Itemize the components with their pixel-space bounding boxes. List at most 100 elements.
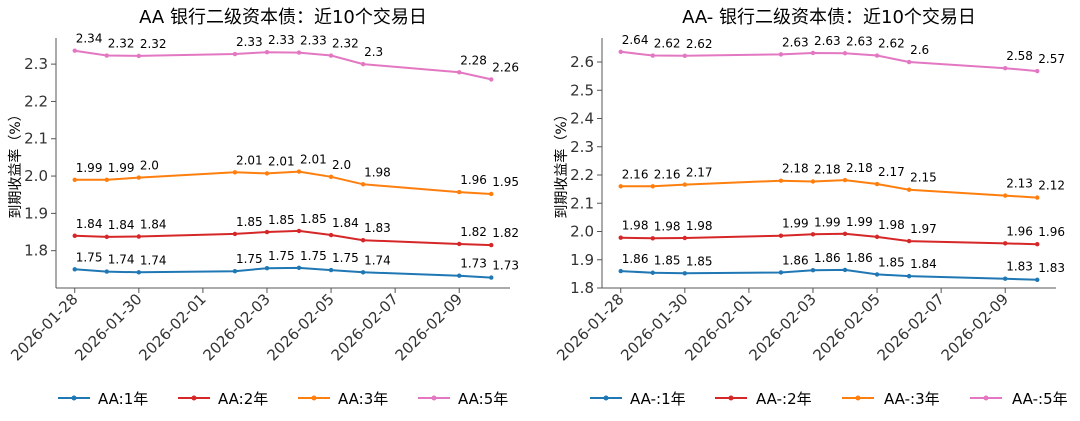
data-label: 2.0 xyxy=(140,159,159,173)
data-label: 2.18 xyxy=(846,161,873,175)
data-point xyxy=(810,232,816,237)
data-point xyxy=(489,242,494,248)
legend-label: AA-:1年 xyxy=(630,390,686,408)
data-point xyxy=(72,177,77,182)
x-tick-label: 2026-02-09 xyxy=(938,290,1012,364)
legend-label: AA-:5年 xyxy=(1012,390,1068,408)
data-point xyxy=(72,233,77,238)
data-label: 2.01 xyxy=(268,154,295,168)
data-label: 2.18 xyxy=(814,163,841,177)
x-tick-label: 2026-01-28 xyxy=(553,290,627,364)
data-label: 2.17 xyxy=(878,165,905,179)
data-point xyxy=(842,51,848,56)
legend-item: AA:1年 xyxy=(58,390,148,408)
data-point xyxy=(232,51,238,57)
data-point xyxy=(489,275,494,280)
data-label: 2.57 xyxy=(1038,52,1065,66)
data-label: 1.83 xyxy=(364,221,391,235)
legend-swatch-marker xyxy=(603,395,609,401)
y-tick-label: 1.8 xyxy=(24,242,48,260)
data-label: 1.82 xyxy=(460,225,487,239)
data-label: 2.6 xyxy=(910,43,929,57)
data-point xyxy=(264,229,270,235)
data-point xyxy=(360,61,366,67)
data-point xyxy=(264,266,270,271)
y-tick-label: 1.8 xyxy=(570,279,594,297)
data-label: 1.98 xyxy=(686,219,713,233)
data-label: 1.75 xyxy=(332,251,359,265)
x-tick-label: 2026-02-07 xyxy=(328,290,402,364)
y-tick-label: 2.3 xyxy=(570,138,594,156)
data-point xyxy=(328,232,334,238)
data-label: 2.33 xyxy=(268,33,295,47)
y-tick-label: 1.9 xyxy=(570,251,594,269)
legend-label: AA:1年 xyxy=(98,390,148,408)
data-label: 1.74 xyxy=(364,253,391,267)
data-point xyxy=(296,50,302,55)
series-2: 1.98 1.98 1.98 1.99 1.99 1.99 1.98 1.97 1.96 1.96 xyxy=(618,215,1065,247)
data-label: 2.63 xyxy=(782,35,809,49)
legend-item: AA-:2年 xyxy=(715,390,812,408)
data-label: 2.32 xyxy=(108,37,135,51)
x-tick-label: 2026-02-09 xyxy=(392,290,466,364)
data-point xyxy=(264,171,270,176)
x-tick-label: 2026-02-05 xyxy=(810,290,884,364)
y-tick-label: 2.5 xyxy=(570,81,594,99)
data-point xyxy=(1003,193,1008,198)
data-point xyxy=(778,233,784,238)
data-point xyxy=(778,178,784,183)
y-tick-label: 2.4 xyxy=(570,110,594,128)
data-label: 1.85 xyxy=(236,215,263,229)
data-label: 2.18 xyxy=(782,162,809,176)
data-point xyxy=(72,267,77,272)
data-label: 1.74 xyxy=(108,253,135,267)
legend-label: AA:2年 xyxy=(218,390,268,408)
data-point xyxy=(810,50,816,56)
data-label: 2.16 xyxy=(654,167,681,181)
series-1: 1.86 1.85 1.85 1.86 1.86 1.86 1.85 1.84 1.83 1.83 xyxy=(618,251,1065,283)
y-tick-label: 2.0 xyxy=(570,223,594,241)
data-point xyxy=(906,273,912,279)
data-label: 1.83 xyxy=(1038,261,1065,275)
data-label: 1.73 xyxy=(460,257,487,271)
y-tick-label: 2.1 xyxy=(570,194,594,212)
data-point xyxy=(296,228,302,234)
data-point xyxy=(618,235,623,240)
legend-label: AA:5年 xyxy=(458,390,508,408)
data-label: 2.32 xyxy=(332,37,359,51)
data-point xyxy=(906,238,912,244)
data-label: 2.01 xyxy=(236,153,263,167)
data-label: 1.99 xyxy=(782,217,809,231)
x-tick-label: 2026-02-07 xyxy=(874,290,948,364)
data-point xyxy=(328,53,334,58)
data-point xyxy=(457,189,462,195)
data-point xyxy=(682,53,688,58)
y-tick-label: 2.2 xyxy=(570,166,594,184)
series-line xyxy=(620,179,1038,199)
y-tick-label: 2.0 xyxy=(24,167,48,185)
data-label: 2.28 xyxy=(460,53,487,67)
data-label: 2.0 xyxy=(332,158,351,172)
data-label: 1.99 xyxy=(108,161,135,175)
data-point xyxy=(650,184,655,189)
data-point xyxy=(810,268,816,273)
data-label: 1.84 xyxy=(108,218,135,232)
data-label: 2.32 xyxy=(140,37,167,51)
data-point xyxy=(906,187,912,192)
data-label: 1.95 xyxy=(492,175,519,189)
x-tick-label: 2026-01-30 xyxy=(617,290,691,364)
data-point xyxy=(1003,66,1008,71)
data-label: 2.58 xyxy=(1006,49,1033,63)
series-line xyxy=(620,268,1038,281)
legend-item: AA:3年 xyxy=(298,390,388,408)
x-tick-label: 2026-01-30 xyxy=(71,290,145,364)
legend-label: AA:3年 xyxy=(338,390,388,408)
data-label: 1.84 xyxy=(76,217,103,231)
data-point xyxy=(457,273,462,278)
data-label: 2.26 xyxy=(492,60,519,74)
data-point xyxy=(682,271,688,276)
data-label: 1.98 xyxy=(654,219,681,233)
y-axis-label: 到期收益率（%） xyxy=(7,107,24,218)
data-label: 1.98 xyxy=(364,165,391,179)
